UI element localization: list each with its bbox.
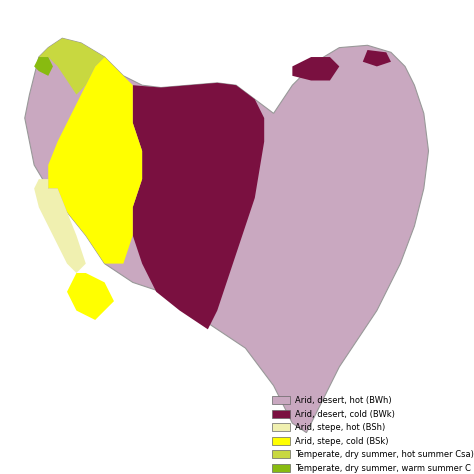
Polygon shape [67,273,114,320]
Polygon shape [133,83,264,329]
Polygon shape [292,57,339,81]
Polygon shape [363,50,391,66]
Polygon shape [34,179,86,273]
Polygon shape [25,38,428,433]
Polygon shape [39,38,105,95]
Polygon shape [34,57,53,76]
Legend: Arid, desert, hot (BWh), Arid, desert, cold (BWk), Arid, stepe, hot (BSh), Arid,: Arid, desert, hot (BWh), Arid, desert, c… [270,393,474,474]
Polygon shape [48,57,142,264]
